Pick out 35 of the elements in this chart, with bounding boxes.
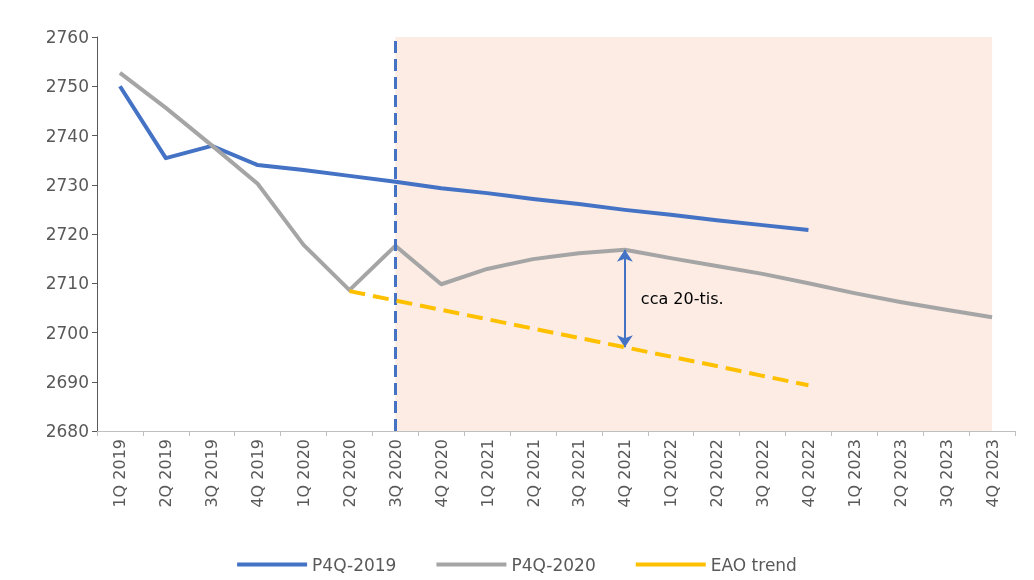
y-tick-label: 2750 xyxy=(45,76,89,97)
x-tick-label: 3Q 2022 xyxy=(753,439,773,508)
x-tick-label: 1Q 2023 xyxy=(844,439,864,508)
legend-label: P4Q-2019 xyxy=(312,554,397,575)
legend-label: EAO trend xyxy=(710,554,797,575)
x-tick-label: 1Q 2022 xyxy=(661,439,681,508)
x-tick-label: 4Q 2019 xyxy=(248,439,268,508)
x-tick-label: 3Q 2019 xyxy=(202,439,222,508)
x-tick-label: 4Q 2021 xyxy=(615,439,635,508)
y-tick-label: 2730 xyxy=(45,174,89,195)
x-tick-label: 3Q 2021 xyxy=(569,439,589,508)
line-series xyxy=(117,70,995,320)
x-tick-label: 4Q 2022 xyxy=(798,439,818,508)
x-tick-label: 4Q 2023 xyxy=(982,439,1002,508)
x-tick-label: 2Q 2023 xyxy=(890,439,910,508)
annotation: cca 20-tis. xyxy=(640,289,724,309)
x-tick-label: 3Q 2020 xyxy=(385,439,405,508)
x-tick-label: 1Q 2019 xyxy=(110,439,130,508)
y-tick-label: 2700 xyxy=(45,322,89,343)
y-tick-label: 2680 xyxy=(45,421,89,441)
y-tick-label: 2740 xyxy=(45,125,89,146)
x-tick-label: 2Q 2021 xyxy=(523,439,543,508)
line-series xyxy=(347,289,811,388)
y-tick-label: 2690 xyxy=(45,371,89,392)
x-tick-label: 2Q 2022 xyxy=(707,439,727,508)
x-tick-label: 1Q 2021 xyxy=(477,439,497,508)
x-tick-label: 1Q 2020 xyxy=(294,439,314,508)
x-tick-label: 2Q 2020 xyxy=(339,439,359,508)
x-tick-label: 4Q 2020 xyxy=(431,439,451,508)
y-tick-label: 2710 xyxy=(45,273,89,294)
legend-label: P4Q-2020 xyxy=(511,554,596,575)
x-tick-label: 2Q 2019 xyxy=(156,439,176,508)
y-tick-label: 2720 xyxy=(45,224,89,244)
y-tick-label: 2760 xyxy=(45,27,89,47)
x-tick-label: 3Q 2023 xyxy=(936,439,956,508)
